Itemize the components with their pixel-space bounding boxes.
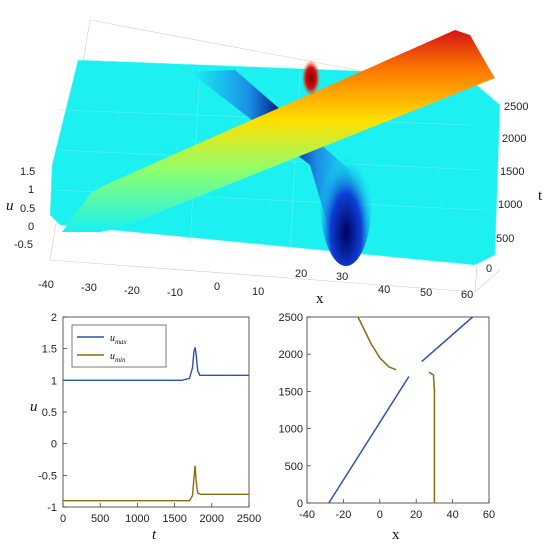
y-tick-label: 1000 [279,424,303,436]
z-tick: 0 [28,221,34,233]
x-tick-label: 2500 [237,513,261,525]
z-ticks: 1.5 1 0.5 0 -0.5 [14,166,35,251]
y-tick-label: 1500 [279,386,303,398]
t-tick: 2500 [504,101,528,113]
trajectory-line-3 [428,371,436,503]
trajectory-line-1 [421,316,474,363]
x-tick-label: 1500 [162,513,186,525]
x-tick: -10 [167,287,183,299]
legend: umax umin [71,324,167,368]
y-tick-label: 1 [51,375,57,387]
x-tick-label: 40 [446,509,458,521]
t-ticks: 0 500 1000 1500 2000 2500 [486,101,528,275]
t-tick: 2000 [502,133,526,145]
x-tick-label: 60 [483,509,495,521]
series-lines [63,347,249,502]
x-tick-label: 20 [410,509,422,521]
y-axis-label: u [30,399,38,415]
y-tick-label: 1.5 [42,344,57,356]
ridge-band [62,30,495,232]
x-tick: 0 [214,281,220,293]
y-tick-label: 0.5 [42,407,57,419]
y-tick-label: 2500 [279,312,303,324]
z-tick: 1 [28,184,34,196]
x-tick: -20 [124,285,140,297]
x-tick: -40 [38,279,54,291]
y-tick-label: 2 [51,312,57,324]
trough-dip [320,134,372,266]
x-tick: 10 [252,286,264,298]
extrema-plot: 2 1.5 1 0.5 0 -0.5 -1 0 500 1000 1500 2000 2500 uma… [30,312,261,543]
series-lines [328,316,474,504]
x-tick-label: 0 [60,513,66,525]
trajectory-line-0 [328,376,410,504]
x-tick: 20 [295,268,307,280]
series-line-u-min [63,465,249,502]
x-axis-label: x [392,527,400,543]
series-line-u-max [63,347,249,382]
x-tick: -30 [81,282,97,294]
x-tick-label: -20 [335,509,351,521]
z-tick: -0.5 [14,239,33,251]
t-tick: 1500 [500,166,524,178]
z-tick: 0.5 [20,203,35,215]
x-tick: 50 [420,287,432,299]
t-tick: 500 [496,233,514,245]
y-tick-label: 500 [285,461,303,473]
trajectory-line-2 [357,316,397,371]
x-ticks: 0 500 1000 1500 2000 2500 [60,503,261,525]
t-tick: 0 [486,263,492,275]
x-ticks: -40 -30 -20 -10 0 10 20 30 40 50 60 [38,268,473,301]
y-tick-label: -0.5 [38,470,57,482]
y-tick-label: -1 [47,502,57,514]
ridge-peak [302,60,320,96]
x-axis-label: t [152,527,157,543]
x-axis-label: x [316,291,324,305]
x-tick-label: 0 [377,509,383,521]
t-tick: 1000 [498,199,522,211]
y-ticks: 2500 2000 1500 1000 500 0 [279,312,311,510]
x-tick-label: -40 [299,509,315,521]
y-tick-label: 0 [51,439,57,451]
t-axis-label: t [538,188,543,204]
x-tick-label: 2000 [200,513,224,525]
y-tick-label: 2000 [279,349,303,361]
x-ticks: -40 -20 0 20 40 60 [299,499,495,521]
z-tick: 1.5 [20,166,35,178]
x-tick: 40 [378,284,390,296]
x-tick-label: 1000 [125,513,149,525]
legend-label-umax: umax [110,333,128,346]
x-tick: 30 [336,271,348,283]
x-tick-label: 500 [91,513,109,525]
surface-plot: 1.5 1 0.5 0 -0.5 u -40 -30 -20 -10 0 10 … [6,19,543,305]
z-axis-label: u [6,198,14,214]
y-tick-label: 0 [297,498,303,510]
legend-label-umin: umin [110,351,126,364]
x-tick: 60 [461,289,473,301]
plot-frame [306,316,490,504]
y-ticks: 2 1.5 1 0.5 0 -0.5 -1 [38,312,67,514]
